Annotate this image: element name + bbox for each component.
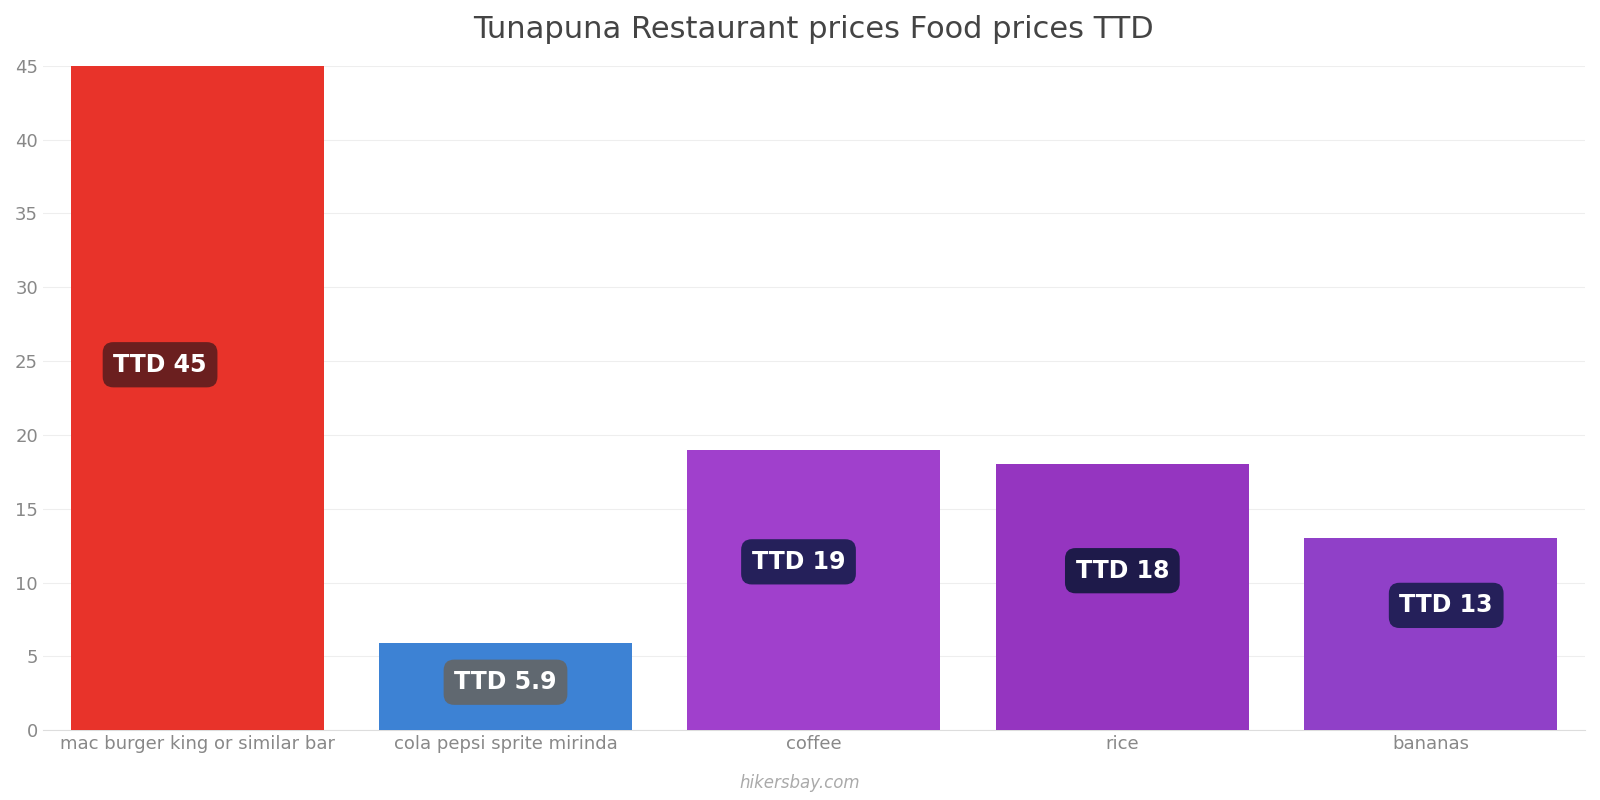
Bar <box>995 464 1250 730</box>
Text: TTD 5.9: TTD 5.9 <box>454 670 557 694</box>
Text: TTD 19: TTD 19 <box>752 550 845 574</box>
Text: hikersbay.com: hikersbay.com <box>739 774 861 792</box>
Bar <box>1304 538 1557 730</box>
Bar <box>70 66 323 730</box>
Text: TTD 45: TTD 45 <box>114 353 206 377</box>
Title: Tunapuna Restaurant prices Food prices TTD: Tunapuna Restaurant prices Food prices T… <box>474 15 1154 44</box>
Bar <box>688 450 941 730</box>
Text: TTD 18: TTD 18 <box>1075 558 1170 582</box>
Text: TTD 13: TTD 13 <box>1400 594 1493 618</box>
Bar <box>379 643 632 730</box>
